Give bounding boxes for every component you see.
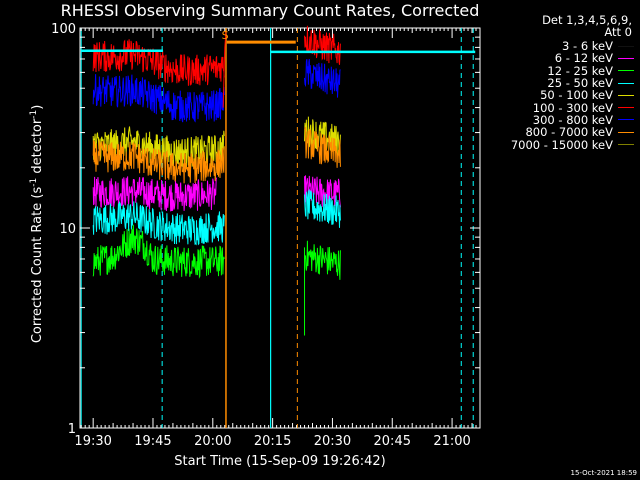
x-axis-title: Start Time (15-Sep-09 19:26:42) [174,454,386,469]
legend-label: 25 - 50 keV [547,76,613,91]
legend-entry: 300 - 800 keV [480,112,634,127]
series-line-5-1 [304,25,341,65]
y-axis-title: Corrected Count Rate (s-1 detector-1) [28,104,46,344]
x-tick-label: 20:30 [314,434,351,449]
legend-entry: 7000 - 15000 keV [480,137,634,152]
legend-label: 6 - 12 keV [554,51,613,66]
y-tick-label: 100 [51,22,76,37]
detector-info: Det 1,3,4,5,6,9, Att 0 [542,14,632,38]
detector-info-line-1: Det 1,3,4,5,6,9, [542,13,632,27]
legend-swatch [618,107,634,109]
detector-info-line-2: Att 0 [604,25,632,39]
series-line-1-1 [304,175,341,208]
legend-label: 300 - 800 keV [532,112,613,127]
chart-title: RHESSI Observing Summary Count Rates, Co… [60,1,480,20]
x-tick-label: 19:45 [134,434,171,449]
series-line-3-1 [304,188,341,228]
y-unit-exp-2: -1 [28,109,39,119]
legend-entry: 3 - 6 keV [480,39,634,54]
y-axis-title-text: Corrected Count Rate [30,202,46,344]
axis-ticks: 1 10 100 19:30 19:45 20:00 20:15 20:30 20:45 21:0… [51,22,480,449]
legend-swatch [618,119,634,121]
vertical-marker-lines [80,28,462,428]
x-tick-label: 20:45 [374,434,411,449]
legend-swatch [618,45,634,47]
series-lines [92,25,341,280]
legend-swatch [618,94,634,96]
series-line-2-0 [92,224,225,279]
series-line-3-0 [92,200,225,246]
series-line-7-1 [304,126,341,168]
legend: 3 - 6 keV 6 - 12 keV 12 - 25 keV 25 - 50 ke… [480,39,634,152]
series-line-4-1 [304,116,341,156]
legend-entry: 25 - 50 keV [480,76,634,91]
legend-entry: 6 - 12 keV [480,51,634,66]
x-tick-label: 20:15 [254,434,291,449]
legend-label: 100 - 300 keV [532,100,613,115]
y-tick-label: 10 [59,222,76,237]
legend-label: 800 - 7000 keV [525,125,613,140]
series-line-7-0 [92,140,225,184]
legend-label: 7000 - 15000 keV [510,137,613,152]
legend-swatch [618,70,634,72]
x-tick-label: 21:00 [433,434,470,449]
legend-label: 50 - 100 keV [540,88,613,103]
legend-swatch [618,131,634,133]
y-unit-detector: detector [30,118,46,178]
flare-rise-spike [222,32,227,108]
legend-entry: 800 - 7000 keV [480,125,634,140]
timestamp: 15-Oct-2021 18:59 [570,469,637,477]
y-unit-s: s [30,186,46,194]
series-line-6-0 [92,74,225,123]
series-line-2-1 [304,240,341,280]
legend-entry: 12 - 25 keV [480,63,634,78]
flare-marker-label: S [222,29,229,42]
legend-swatch [618,144,634,146]
legend-entry: 100 - 300 keV [480,100,634,115]
legend-label: 12 - 25 keV [547,63,613,78]
legend-swatch [618,57,634,59]
x-tick-label: 19:30 [74,434,111,449]
y-tick-label: 1 [68,422,76,437]
x-tick-label: 20:00 [194,434,231,449]
series-line-6-1 [304,58,341,98]
series-line-5-0 [92,39,225,86]
y-unit-exp-1: -1 [28,177,39,187]
legend-entry: 50 - 100 keV [480,88,634,103]
legend-label: 3 - 6 keV [562,39,613,54]
legend-swatch [618,82,634,84]
